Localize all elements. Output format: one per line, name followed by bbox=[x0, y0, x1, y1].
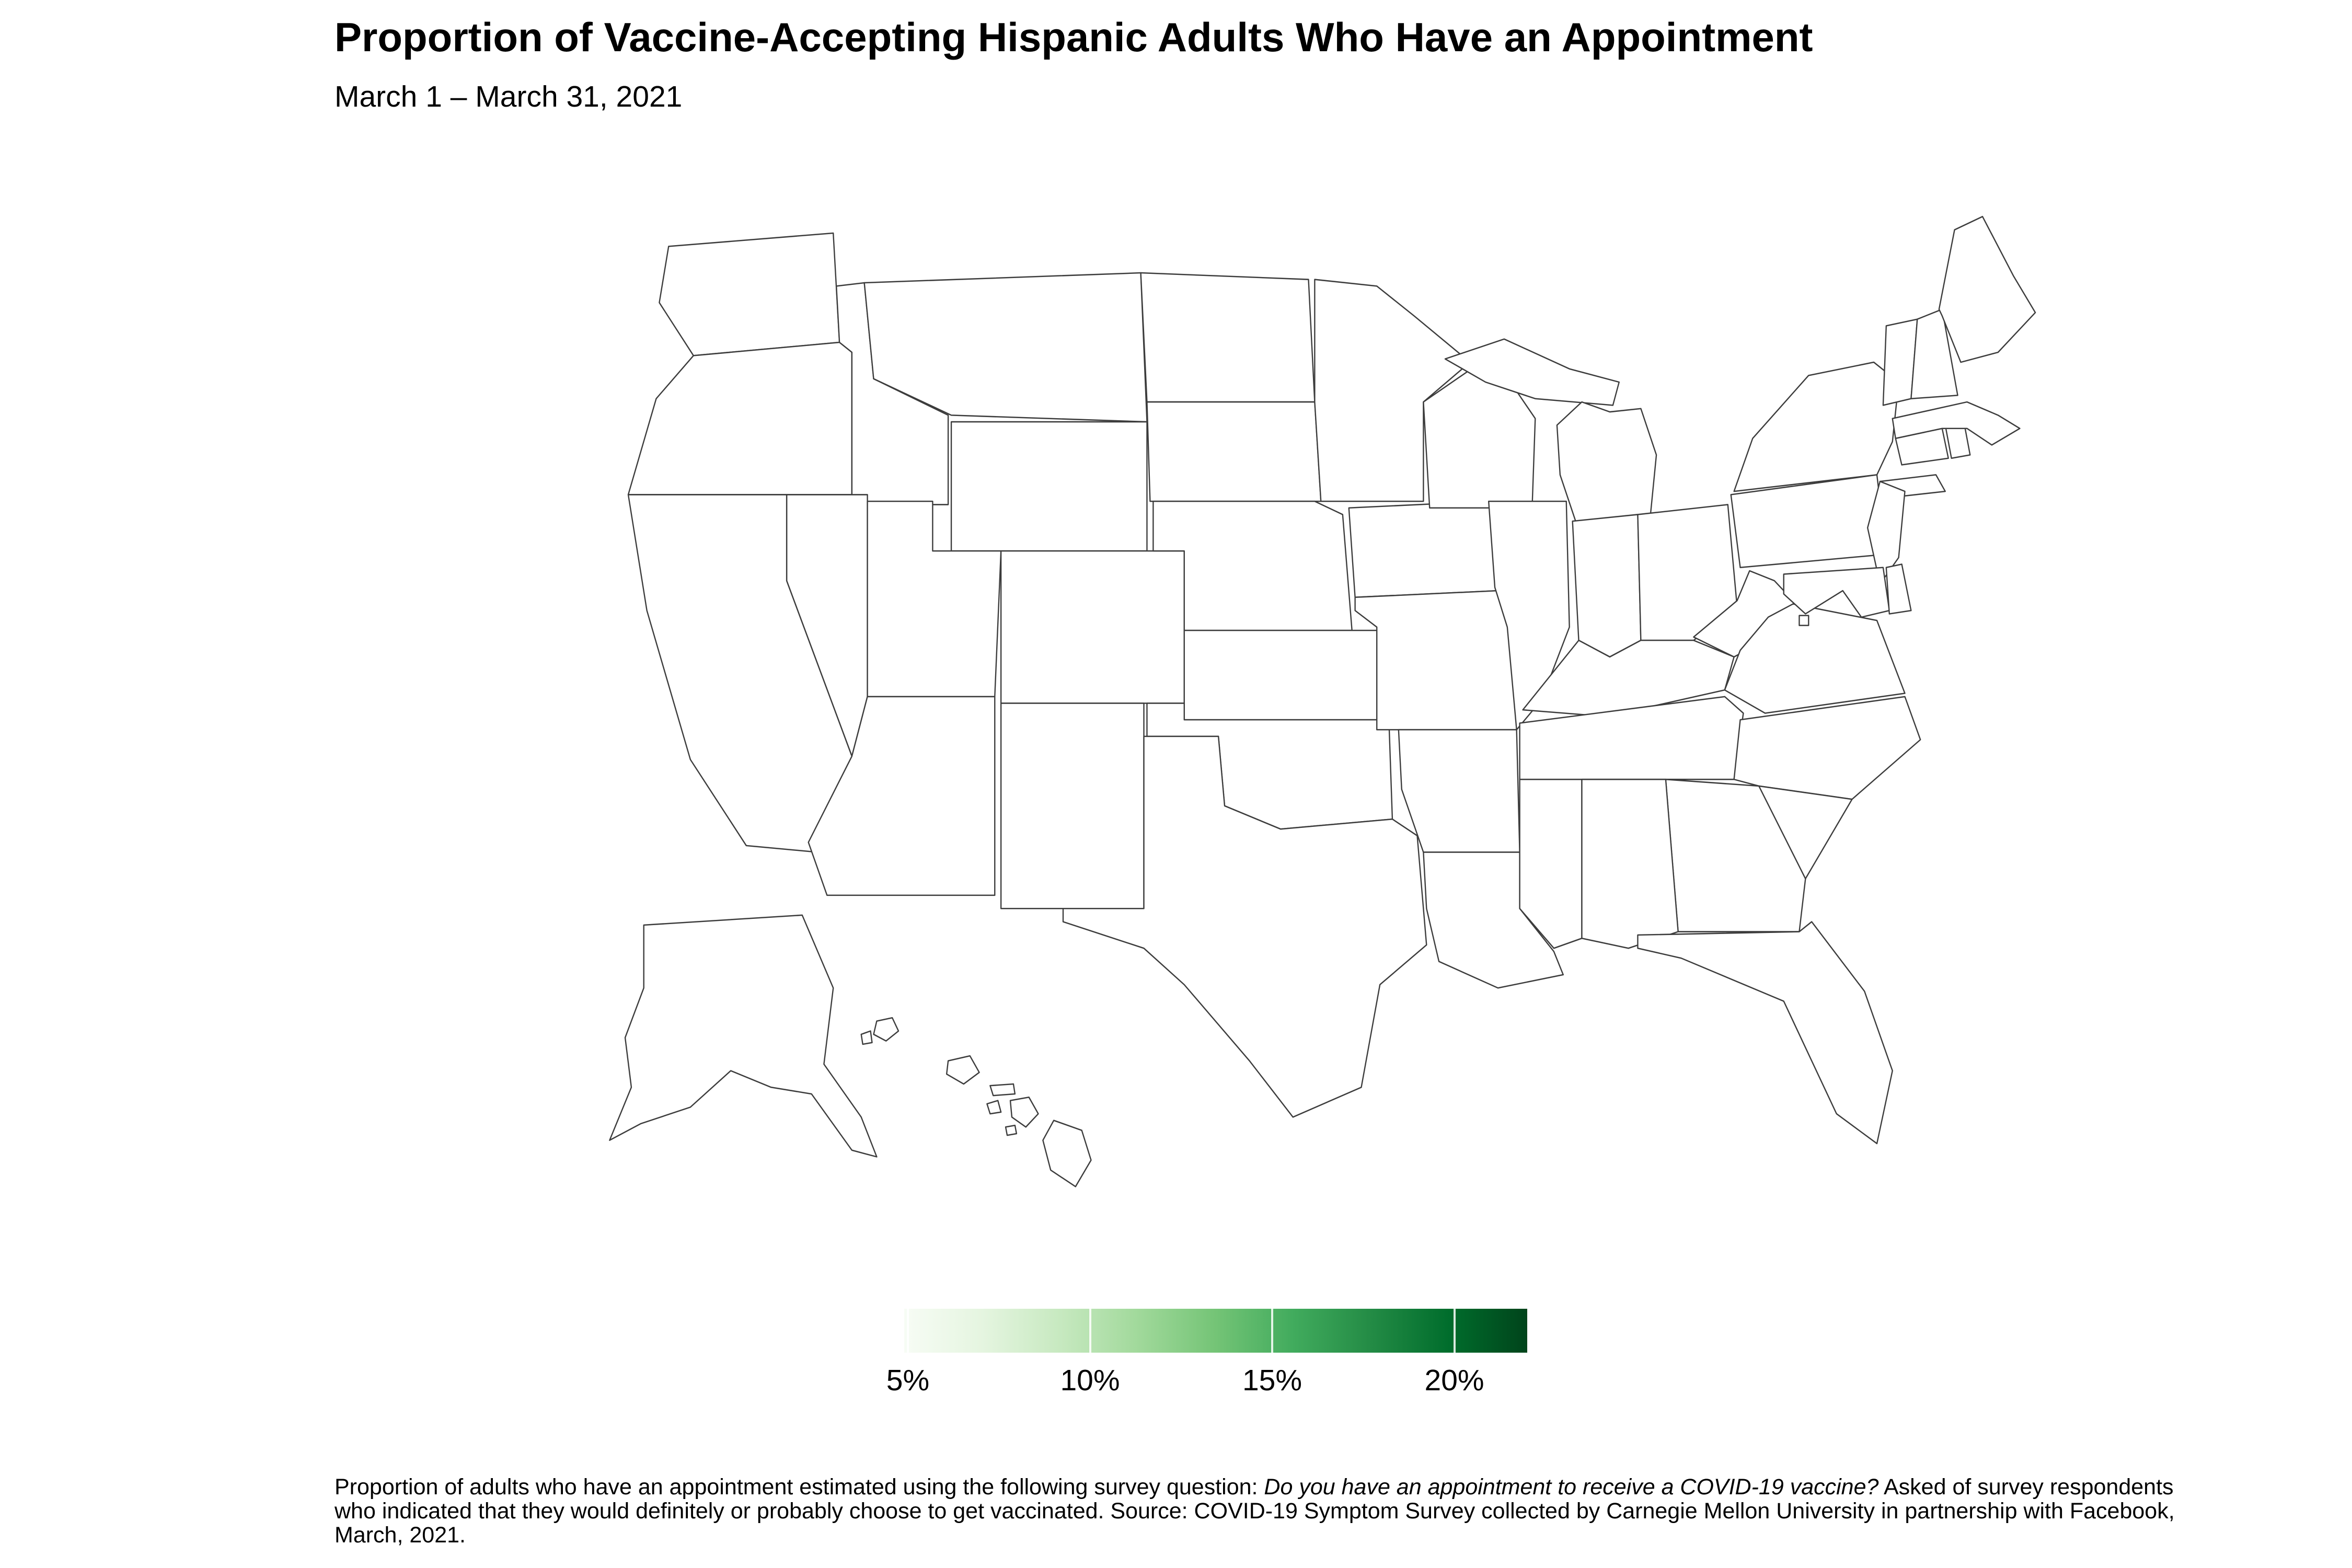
caption-survey-question: Do you have an appointment to receive a … bbox=[1264, 1474, 1879, 1500]
state-kansas bbox=[1183, 629, 1378, 721]
state-missouri bbox=[1354, 590, 1517, 731]
legend-tick-mark bbox=[1453, 1309, 1456, 1353]
chart-subtitle: March 1 – March 31, 2021 bbox=[335, 80, 683, 113]
state-hawaii-oahu bbox=[946, 1055, 980, 1085]
state-south-dakota bbox=[1146, 401, 1322, 502]
state-new-hampshire bbox=[1910, 308, 1958, 399]
state-massachusetts bbox=[1892, 401, 2021, 446]
state-oregon bbox=[627, 341, 853, 495]
state-illinois bbox=[1488, 500, 1570, 731]
source-caption: Proportion of adults who have an appoint… bbox=[335, 1475, 2195, 1547]
state-texas bbox=[1062, 735, 1427, 1118]
state-colorado bbox=[1000, 550, 1185, 704]
state-hawaii-niihau bbox=[860, 1030, 873, 1045]
legend-tick-mark bbox=[1271, 1309, 1274, 1353]
state-hawaii-lanai bbox=[986, 1100, 1002, 1115]
legend-tick-label: 15% bbox=[1242, 1364, 1302, 1397]
caption-text-normal: Proportion of adults who have an appoint… bbox=[335, 1474, 1264, 1500]
state-maine bbox=[1938, 216, 2036, 363]
state-alabama bbox=[1581, 778, 1679, 949]
state-florida bbox=[1637, 921, 1893, 1145]
state-maryland bbox=[1783, 567, 1890, 618]
legend-tick-label: 20% bbox=[1424, 1364, 1484, 1397]
legend-tick-label: 10% bbox=[1060, 1364, 1120, 1397]
state-virginia bbox=[1724, 603, 1906, 714]
state-arizona bbox=[808, 696, 996, 896]
state-new-york bbox=[1733, 361, 1899, 492]
chart-title: Proportion of Vaccine-Accepting Hispanic… bbox=[335, 14, 1813, 60]
legend-tick-mark bbox=[906, 1309, 909, 1353]
caption-line3: by Carnegie Mellon University in partner… bbox=[335, 1498, 2175, 1548]
state-hawaii-kauai bbox=[873, 1017, 900, 1042]
state-indiana bbox=[1572, 514, 1642, 658]
state-arkansas bbox=[1398, 729, 1520, 853]
us-choropleth-map bbox=[609, 216, 2036, 1187]
state-hawaii-molokai bbox=[989, 1083, 1016, 1097]
legend-colorbar bbox=[904, 1309, 1527, 1353]
state-hawaii-kahoolawe bbox=[1005, 1124, 1018, 1136]
state-michigan-upper-peninsula bbox=[1444, 338, 1620, 406]
legend-tick-label: 5% bbox=[886, 1364, 930, 1397]
state-alaska bbox=[609, 914, 878, 1158]
state-delaware bbox=[1885, 563, 1912, 615]
state-district-of-columbia bbox=[1798, 615, 1809, 626]
legend-tick-mark bbox=[1089, 1309, 1091, 1353]
state-hawaii-maui bbox=[1009, 1097, 1039, 1128]
state-washington bbox=[659, 232, 840, 356]
state-north-dakota bbox=[1140, 272, 1316, 403]
state-wyoming bbox=[950, 421, 1148, 552]
state-montana bbox=[863, 272, 1148, 423]
color-legend: 5% 10% 15% 20% bbox=[886, 1309, 1527, 1397]
caption-line2: Asked of survey respondents who indicate… bbox=[335, 1474, 2174, 1524]
state-iowa bbox=[1348, 500, 1499, 598]
state-michigan bbox=[1556, 401, 1657, 522]
state-hawaii-big-island bbox=[1042, 1120, 1092, 1187]
state-new-mexico bbox=[1000, 702, 1145, 909]
